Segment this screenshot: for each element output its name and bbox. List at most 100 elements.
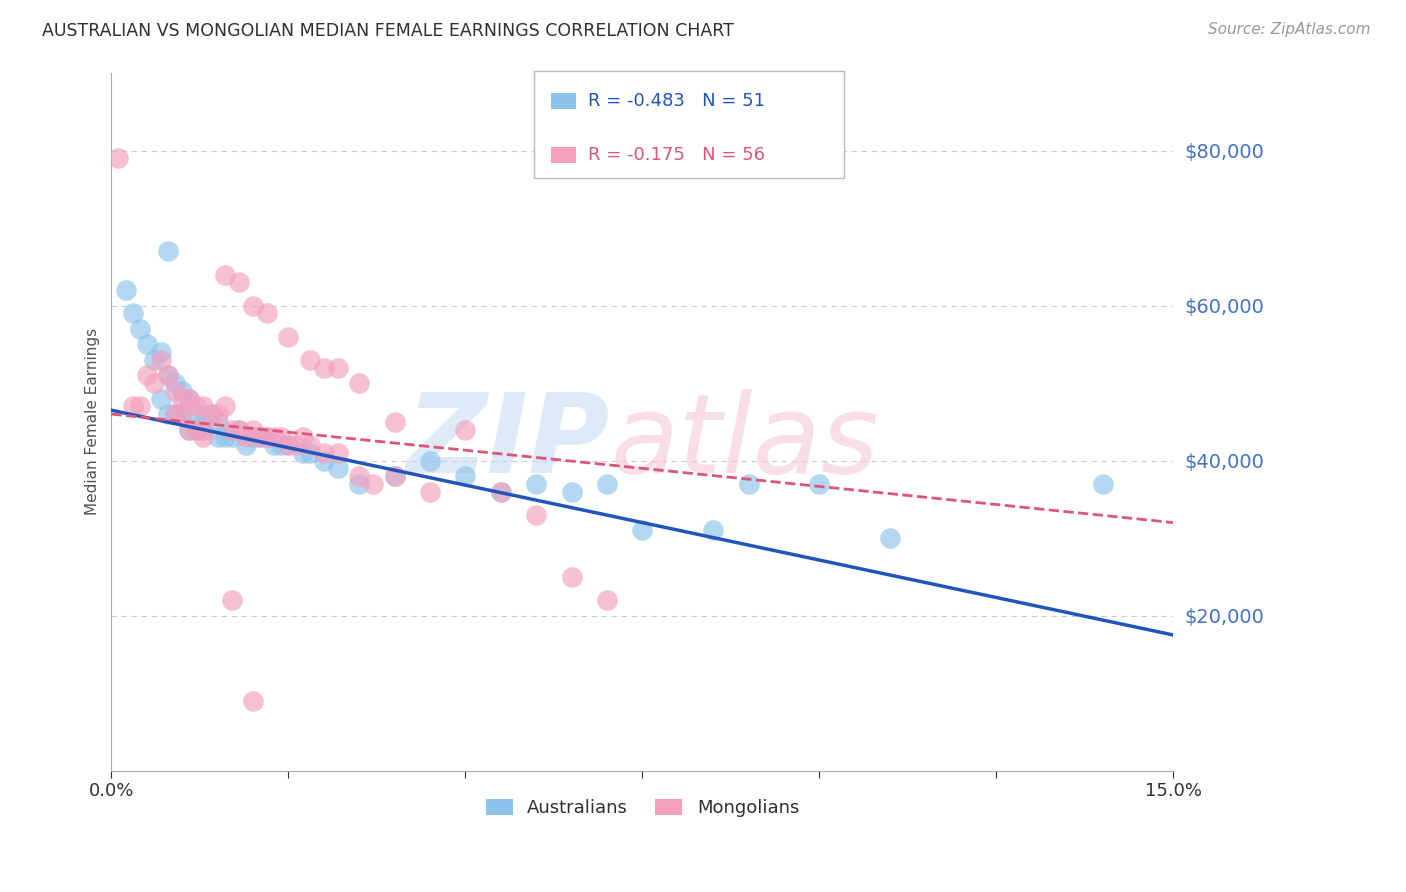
Point [193, 423, 215, 437]
Point [149, 392, 172, 406]
Point [193, 430, 215, 444]
Point [157, 368, 180, 383]
Point [221, 593, 243, 607]
Point [702, 524, 724, 538]
Point [263, 438, 285, 452]
Point [326, 360, 349, 375]
Point [207, 430, 229, 444]
Point [172, 384, 194, 398]
Point [631, 524, 654, 538]
Point [284, 438, 307, 452]
Point [347, 476, 370, 491]
Point [347, 469, 370, 483]
Point [454, 423, 477, 437]
Point [347, 376, 370, 390]
Point [263, 430, 285, 444]
Point [291, 430, 314, 444]
Point [207, 415, 229, 429]
Point [221, 423, 243, 437]
Text: R = -0.175   N = 56: R = -0.175 N = 56 [588, 146, 765, 164]
Point [235, 430, 257, 444]
Point [193, 423, 215, 437]
Point [256, 306, 278, 320]
Point [249, 430, 271, 444]
Point [298, 438, 321, 452]
Point [228, 275, 250, 289]
Point [214, 400, 236, 414]
Point [200, 407, 222, 421]
Point [298, 446, 321, 460]
Point [107, 151, 129, 165]
Point [186, 400, 208, 414]
Point [737, 476, 759, 491]
Text: Source: ZipAtlas.com: Source: ZipAtlas.com [1208, 22, 1371, 37]
Point [879, 531, 901, 545]
Point [128, 400, 150, 414]
Point [1091, 476, 1114, 491]
Text: ZIP: ZIP [408, 389, 610, 496]
Point [157, 368, 180, 383]
Point [165, 407, 187, 421]
Point [242, 430, 264, 444]
Point [256, 430, 278, 444]
Point [165, 407, 187, 421]
Point [179, 392, 201, 406]
Point [808, 476, 831, 491]
Text: atlas: atlas [610, 389, 879, 496]
Point [596, 593, 619, 607]
Text: R = -0.483   N = 51: R = -0.483 N = 51 [588, 93, 765, 111]
Point [489, 484, 512, 499]
Point [242, 694, 264, 708]
Legend: Australians, Mongolians: Australians, Mongolians [478, 792, 807, 824]
Point [419, 484, 441, 499]
Point [200, 407, 222, 421]
Point [419, 453, 441, 467]
Point [121, 400, 143, 414]
Point [135, 337, 157, 351]
Point [326, 461, 349, 475]
Point [249, 430, 271, 444]
Point [228, 423, 250, 437]
Point [312, 360, 335, 375]
Point [186, 423, 208, 437]
Point [242, 423, 264, 437]
Point [142, 376, 165, 390]
Point [128, 322, 150, 336]
Point [298, 352, 321, 367]
Point [165, 376, 187, 390]
Point [172, 407, 194, 421]
Point [561, 570, 583, 584]
Point [149, 345, 172, 359]
Point [524, 508, 547, 522]
Point [142, 352, 165, 367]
Point [312, 446, 335, 460]
Point [121, 306, 143, 320]
Point [186, 423, 208, 437]
Point [172, 392, 194, 406]
Point [221, 430, 243, 444]
Point [135, 368, 157, 383]
Point [242, 299, 264, 313]
Point [277, 329, 299, 343]
Point [384, 469, 406, 483]
Point [270, 438, 292, 452]
Point [149, 352, 172, 367]
Point [277, 438, 299, 452]
Point [114, 283, 136, 297]
Point [596, 476, 619, 491]
Point [228, 423, 250, 437]
Point [193, 415, 215, 429]
Point [489, 484, 512, 499]
Point [165, 384, 187, 398]
Point [214, 430, 236, 444]
Point [277, 438, 299, 452]
Point [561, 484, 583, 499]
Point [186, 407, 208, 421]
Y-axis label: Median Female Earnings: Median Female Earnings [86, 328, 100, 516]
Point [172, 407, 194, 421]
Point [179, 423, 201, 437]
Point [157, 244, 180, 259]
Text: AUSTRALIAN VS MONGOLIAN MEDIAN FEMALE EARNINGS CORRELATION CHART: AUSTRALIAN VS MONGOLIAN MEDIAN FEMALE EA… [42, 22, 734, 40]
Point [524, 476, 547, 491]
Point [454, 469, 477, 483]
